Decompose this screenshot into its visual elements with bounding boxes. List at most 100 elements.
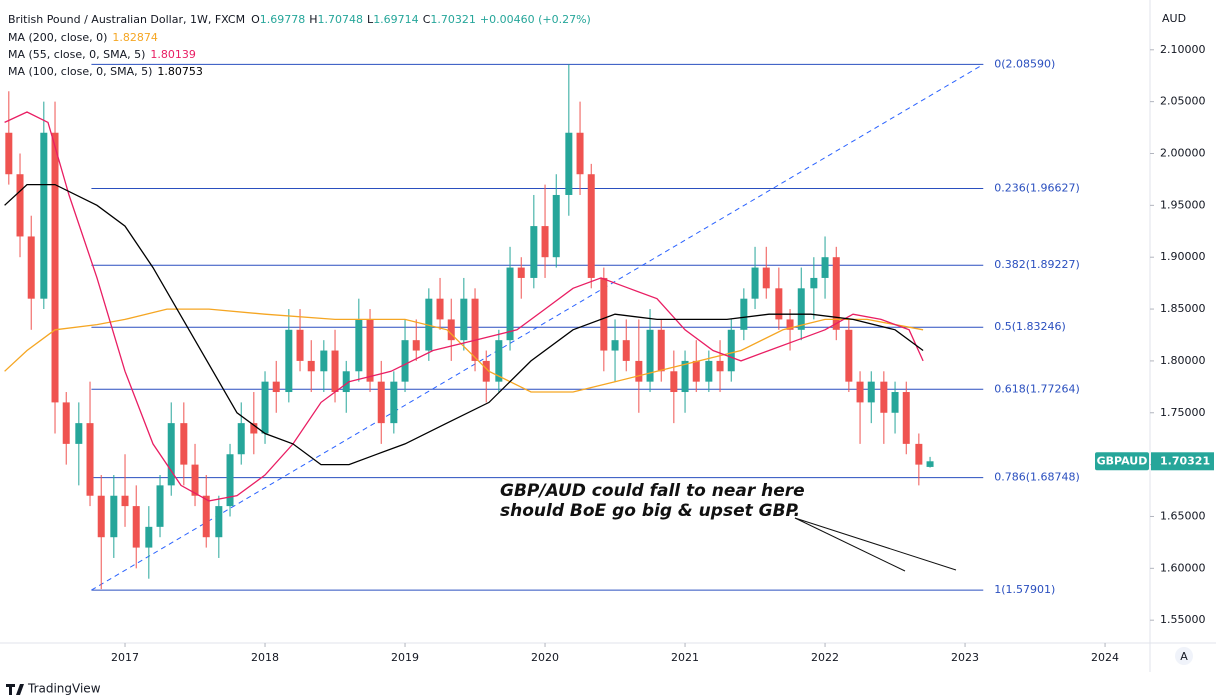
y-tick-label: 1.95000 xyxy=(1160,198,1206,211)
candle-body xyxy=(412,340,420,351)
candle-body xyxy=(460,298,468,341)
candle-body xyxy=(482,360,490,382)
candle-body xyxy=(331,350,339,393)
ohlc-value: 1.70321 xyxy=(430,13,476,26)
ohlc-value: 1.69714 xyxy=(373,13,419,26)
indicator-value: 1.82874 xyxy=(112,31,158,44)
candle-body xyxy=(110,495,118,538)
y-tick-label: 2.00000 xyxy=(1160,146,1206,159)
fib-label: 1(1.57901) xyxy=(994,583,1055,596)
indicator-legend: MA (100, close, 0, SMA, 5) 1.80753 xyxy=(8,65,203,78)
candle-body xyxy=(202,495,210,538)
candle-body xyxy=(576,132,584,175)
candle-body xyxy=(40,132,48,299)
fib-label: 0.236(1.96627) xyxy=(994,181,1080,194)
candle-body xyxy=(611,340,619,351)
candle-body xyxy=(775,288,783,320)
scale-button-bg[interactable] xyxy=(1175,647,1193,665)
trend-line xyxy=(91,63,984,591)
candle-body xyxy=(377,381,385,424)
candle-body xyxy=(587,174,595,278)
candle-body xyxy=(867,381,875,403)
candle-body xyxy=(926,461,934,467)
x-tick-label: 2022 xyxy=(811,651,839,664)
indicator-value: 1.80139 xyxy=(150,48,196,61)
candle-body xyxy=(366,319,374,382)
y-tick-label: 1.65000 xyxy=(1160,509,1206,522)
scale-button-label[interactable]: A xyxy=(1180,650,1188,663)
ohlc-value: 1.70748 xyxy=(318,13,364,26)
candle-body xyxy=(401,340,409,382)
price-tag-value: 1.70321 xyxy=(1160,454,1210,467)
candle-body xyxy=(635,360,643,382)
annotation-text: GBP/AUD could fall to near here xyxy=(500,481,805,501)
candle-body xyxy=(425,298,433,351)
x-tick-label: 2019 xyxy=(391,651,419,664)
candle-body xyxy=(215,506,223,538)
price-tag-name: GBPAUD xyxy=(1097,454,1148,467)
candle-body xyxy=(180,423,188,465)
candle-body xyxy=(657,329,665,372)
candle-body xyxy=(622,340,630,361)
x-tick-label: 2020 xyxy=(531,651,559,664)
candle-body xyxy=(565,132,573,195)
candle-body xyxy=(237,423,245,455)
x-tick-label: 2017 xyxy=(111,651,139,664)
annotation-text: should BoE go big & upset GBP. xyxy=(500,501,800,521)
currency-label: AUD xyxy=(1162,12,1186,25)
candle-body xyxy=(121,495,129,507)
fib-label: 0.618(1.77264) xyxy=(994,382,1080,395)
indicator-value: 1.80753 xyxy=(157,65,203,78)
candle-body xyxy=(891,392,899,413)
candle-body xyxy=(471,298,479,361)
annotation-arrow xyxy=(794,517,957,571)
candle-body xyxy=(600,277,608,351)
candle-body xyxy=(762,267,770,289)
ohlc-letter: O xyxy=(251,13,260,26)
y-tick-label: 2.05000 xyxy=(1160,95,1206,108)
candle-body xyxy=(902,392,910,444)
symbol-name: British Pound / Australian Dollar, 1W, F… xyxy=(8,13,245,26)
candle-body xyxy=(495,340,503,382)
y-tick-label: 1.90000 xyxy=(1160,250,1206,263)
candle-body xyxy=(320,350,328,372)
candle-body xyxy=(880,381,888,413)
brand-logo xyxy=(6,684,24,695)
candle-body xyxy=(832,257,840,330)
candle-body xyxy=(16,174,24,237)
moving-average-line xyxy=(4,183,924,466)
candle-body xyxy=(786,319,794,330)
x-tick-label: 2023 xyxy=(951,651,979,664)
candle-body xyxy=(740,298,748,330)
fib-label: 0(2.08590) xyxy=(994,57,1055,70)
candle-body xyxy=(646,329,654,382)
indicator-legend: MA (55, close, 0, SMA, 5) 1.80139 xyxy=(8,48,196,61)
candle-body xyxy=(506,267,514,341)
candle-body xyxy=(355,319,363,372)
candle-body xyxy=(250,423,258,434)
candle-body xyxy=(517,267,525,278)
candle-body xyxy=(75,423,83,444)
candle-body xyxy=(167,423,175,486)
candle-body xyxy=(436,298,444,320)
moving-average-line xyxy=(4,111,924,502)
candle-body xyxy=(97,495,105,538)
candle-body xyxy=(342,371,350,393)
candle-body xyxy=(797,288,805,330)
price-tag-bg xyxy=(1151,452,1214,471)
fib-label: 0.786(1.68748) xyxy=(994,471,1080,484)
moving-average-line xyxy=(4,308,924,393)
plot-area: 0(2.08590) 0.236(1.96627) 0.382(1.89227) 0.… xyxy=(4,57,1080,596)
candle-body xyxy=(390,381,398,424)
scale-button[interactable]: A xyxy=(1175,647,1193,665)
candle-body xyxy=(751,267,759,299)
candle-body xyxy=(261,381,269,434)
candle-body xyxy=(845,329,853,382)
indicator-legend: MA (200, close, 0) 1.82874 xyxy=(8,31,158,44)
y-tick-label: 2.10000 xyxy=(1160,43,1206,56)
price-tag-name-bg xyxy=(1095,452,1149,471)
candle-body xyxy=(285,329,293,393)
